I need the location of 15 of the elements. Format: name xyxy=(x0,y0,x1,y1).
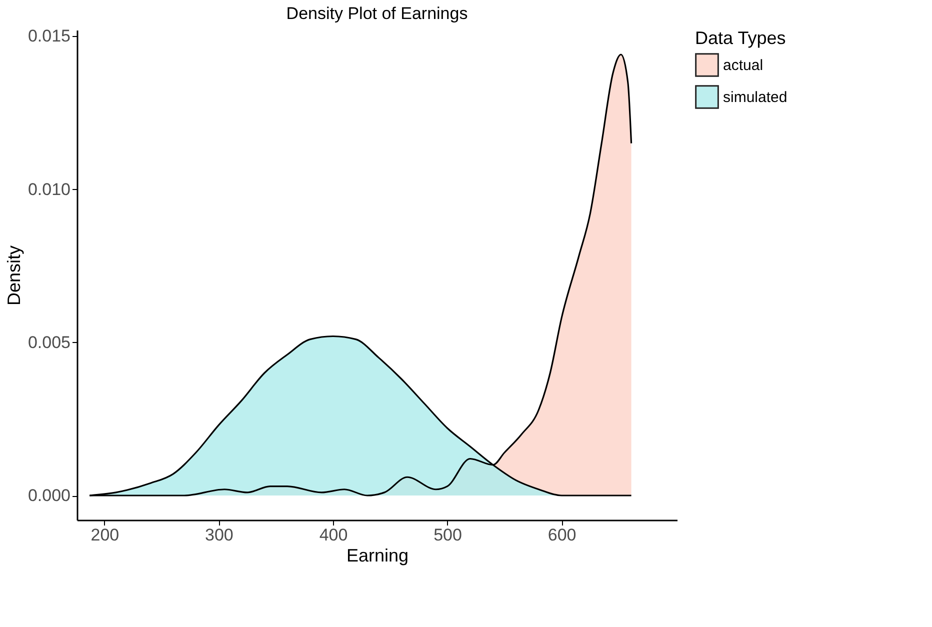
y-axis-title: Density xyxy=(4,245,24,306)
x-axis-title: Earning xyxy=(346,546,409,566)
y-tick-label: 0.010 xyxy=(28,180,70,199)
x-tick-label: 600 xyxy=(548,526,576,544)
y-tick-label: 0.005 xyxy=(28,332,70,352)
y-tick-label: 0.015 xyxy=(28,26,70,46)
legend-label: simulated xyxy=(723,89,788,106)
chart-title: Density Plot of Earnings xyxy=(286,4,468,24)
legend-title: Data Types xyxy=(695,28,786,48)
legend-label: actual xyxy=(723,57,764,74)
y-tick-label: 0.000 xyxy=(28,486,70,505)
x-tick-label: 500 xyxy=(434,526,462,544)
x-tick-label: 400 xyxy=(319,526,348,544)
x-tick-label: 300 xyxy=(205,526,234,544)
x-tick-label: 200 xyxy=(90,526,120,544)
